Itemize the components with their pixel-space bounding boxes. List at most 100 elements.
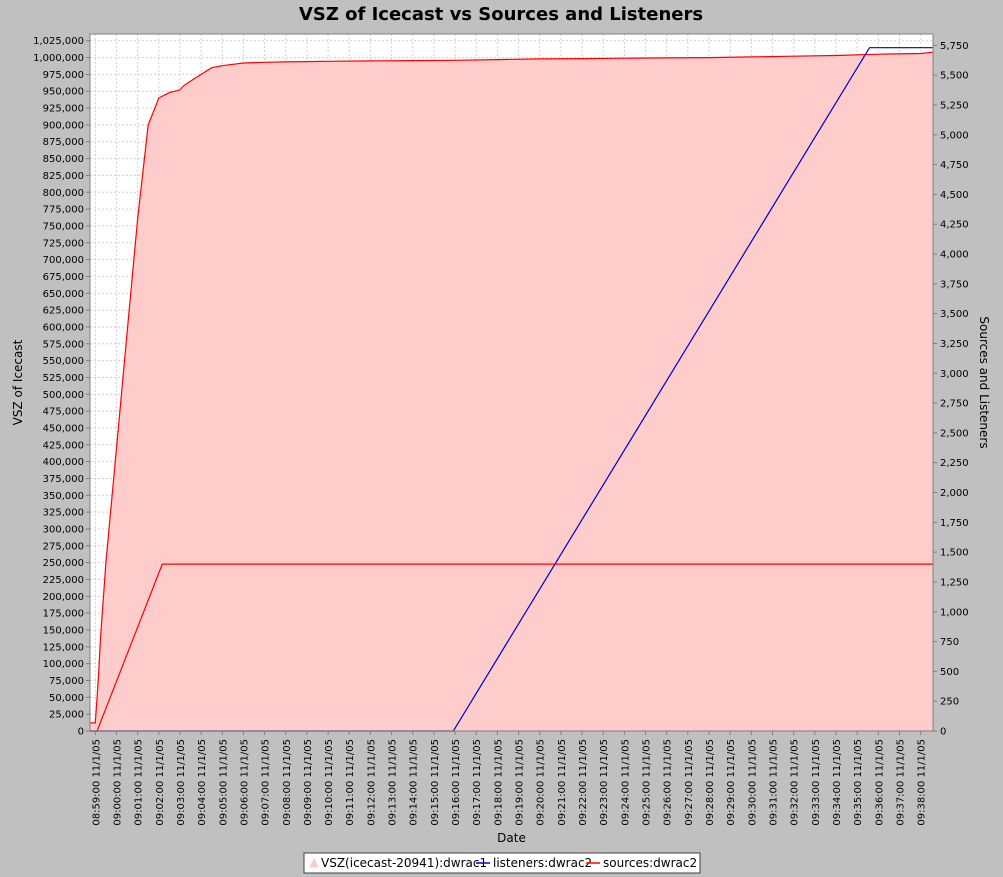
series-area-vsz xyxy=(90,52,933,731)
y-tick-label: 150,000 xyxy=(43,625,84,636)
legend-label: VSZ(icecast-20941):dwrac1 xyxy=(321,856,487,870)
x-tick-label: 09:10:00 11/1/05 xyxy=(324,739,335,826)
y-tick-label: 250,000 xyxy=(43,558,84,569)
y-tick-label: 775,000 xyxy=(43,205,84,216)
y-tick-label: 725,000 xyxy=(43,238,84,249)
y-tick-label: 575,000 xyxy=(43,339,84,350)
x-tick-label: 09:13:00 11/1/05 xyxy=(388,739,399,826)
y2-tick-label: 5,000 xyxy=(940,130,969,141)
x-tick-label: 09:16:00 11/1/05 xyxy=(451,739,462,826)
y2-tick-label: 2,750 xyxy=(940,399,969,410)
series-line-0 xyxy=(90,51,934,724)
y-tick-label: 1,000,000 xyxy=(33,53,84,64)
y-tick-label: 50,000 xyxy=(49,693,84,704)
x-tick-label: 09:35:00 11/1/05 xyxy=(853,739,864,826)
x-tick-label: 09:28:00 11/1/05 xyxy=(705,739,716,826)
y-tick-label: 275,000 xyxy=(43,541,84,552)
legend-label: listeners:dwrac2 xyxy=(493,856,592,870)
x-tick-label: 09:19:00 11/1/05 xyxy=(515,739,526,826)
y2-tick-label: 2,250 xyxy=(940,458,969,469)
legend-label: sources:dwrac2 xyxy=(603,856,697,870)
x-tick-label: 09:23:00 11/1/05 xyxy=(599,739,610,826)
x-tick-label: 09:25:00 11/1/05 xyxy=(642,739,653,826)
y2-tick-label: 750 xyxy=(940,637,959,648)
y-tick-label: 950,000 xyxy=(43,87,84,98)
y-tick-label: 800,000 xyxy=(43,188,84,199)
y2-tick-label: 2,500 xyxy=(940,428,969,439)
y-tick-label: 100,000 xyxy=(43,659,84,670)
x-axis: 08:59:00 11/1/05 09:00:00 11/1/05 09:01:00… xyxy=(91,731,928,826)
y-tick-label: 175,000 xyxy=(43,609,84,620)
y2-tick-label: 4,250 xyxy=(940,220,969,231)
x-tick-label: 09:11:00 11/1/05 xyxy=(345,739,356,826)
y-tick-label: 425,000 xyxy=(43,440,84,451)
y-tick-label: 700,000 xyxy=(43,255,84,266)
y-tick-label: 675,000 xyxy=(43,272,84,283)
x-tick-label: 09:36:00 11/1/05 xyxy=(874,739,885,826)
x-tick-label: 09:33:00 11/1/05 xyxy=(811,739,822,826)
y-tick-label: 975,000 xyxy=(43,70,84,81)
y-tick-label: 200,000 xyxy=(43,592,84,603)
y2-tick-label: 1,250 xyxy=(940,577,969,588)
y-tick-label: 525,000 xyxy=(43,373,84,384)
y-axis-right: 0 250 500 750 1,000 1,250 1,500 1,750 2,000 2,250… xyxy=(933,41,969,738)
y-tick-label: 300,000 xyxy=(43,524,84,535)
y-tick-label: 25,000 xyxy=(49,710,84,721)
x-tick-label: 09:09:00 11/1/05 xyxy=(303,739,314,826)
y-tick-label: 500,000 xyxy=(43,390,84,401)
x-tick-label: 08:59:00 11/1/05 xyxy=(91,739,102,826)
x-tick-label: 09:29:00 11/1/05 xyxy=(726,739,737,826)
x-tick-label: 09:18:00 11/1/05 xyxy=(493,739,504,826)
y-tick-label: 75,000 xyxy=(49,676,84,687)
y2-tick-label: 3,250 xyxy=(940,339,969,350)
x-tick-label: 09:01:00 11/1/05 xyxy=(134,739,145,826)
x-tick-label: 09:02:00 11/1/05 xyxy=(155,739,166,826)
y2-tick-label: 1,500 xyxy=(940,548,969,559)
y-axis-label: VSZ of Icecast xyxy=(11,339,25,425)
x-tick-label: 09:34:00 11/1/05 xyxy=(832,739,843,826)
x-tick-label: 09:04:00 11/1/05 xyxy=(197,739,208,826)
y2-tick-label: 5,500 xyxy=(940,71,969,82)
y-tick-label: 375,000 xyxy=(43,474,84,485)
x-tick-label: 09:38:00 11/1/05 xyxy=(917,739,928,826)
x-tick-label: 09:31:00 11/1/05 xyxy=(769,739,780,826)
chart-title: VSZ of Icecast vs Sources and Listeners xyxy=(299,4,703,25)
y-tick-label: 875,000 xyxy=(43,137,84,148)
y2-axis-label: Sources and Listeners xyxy=(977,316,991,448)
y-tick-label: 600,000 xyxy=(43,322,84,333)
y-tick-label: 925,000 xyxy=(43,104,84,115)
y2-tick-label: 5,250 xyxy=(940,100,969,111)
y2-tick-label: 1,000 xyxy=(940,607,969,618)
x-tick-label: 09:08:00 11/1/05 xyxy=(282,739,293,826)
x-tick-label: 09:27:00 11/1/05 xyxy=(684,739,695,826)
y-tick-label: 825,000 xyxy=(43,171,84,182)
legend-swatch xyxy=(309,857,319,868)
y2-tick-label: 4,750 xyxy=(940,160,969,171)
x-tick-label: 09:21:00 11/1/05 xyxy=(557,739,568,826)
y2-tick-label: 3,000 xyxy=(940,369,969,380)
x-tick-label: 09:24:00 11/1/05 xyxy=(620,739,631,826)
y-tick-label: 225,000 xyxy=(43,575,84,586)
y-tick-label: 850,000 xyxy=(43,154,84,165)
y-axis-left: 0 25,000 50,000 75,000 100,000 125,000 150,000… xyxy=(33,36,90,738)
y-tick-label: 1,025,000 xyxy=(33,36,84,47)
x-tick-label: 09:37:00 11/1/05 xyxy=(895,739,906,826)
x-tick-label: 09:15:00 11/1/05 xyxy=(430,739,441,826)
plot-border xyxy=(89,33,934,732)
y2-tick-label: 250 xyxy=(940,697,959,708)
y-tick-label: 450,000 xyxy=(43,423,84,434)
y-tick-label: 350,000 xyxy=(43,491,84,502)
y2-tick-label: 0 xyxy=(940,727,946,738)
y-tick-label: 0 xyxy=(78,727,84,738)
y-tick-label: 550,000 xyxy=(43,356,84,367)
y2-tick-label: 4,500 xyxy=(940,190,969,201)
x-tick-label: 09:03:00 11/1/05 xyxy=(176,739,187,826)
y-tick-label: 400,000 xyxy=(43,457,84,468)
x-tick-label: 09:12:00 11/1/05 xyxy=(366,739,377,826)
y-tick-label: 750,000 xyxy=(43,221,84,232)
x-axis-label: Date xyxy=(497,831,526,845)
legend-box xyxy=(303,852,701,874)
y2-tick-label: 2,000 xyxy=(940,488,969,499)
